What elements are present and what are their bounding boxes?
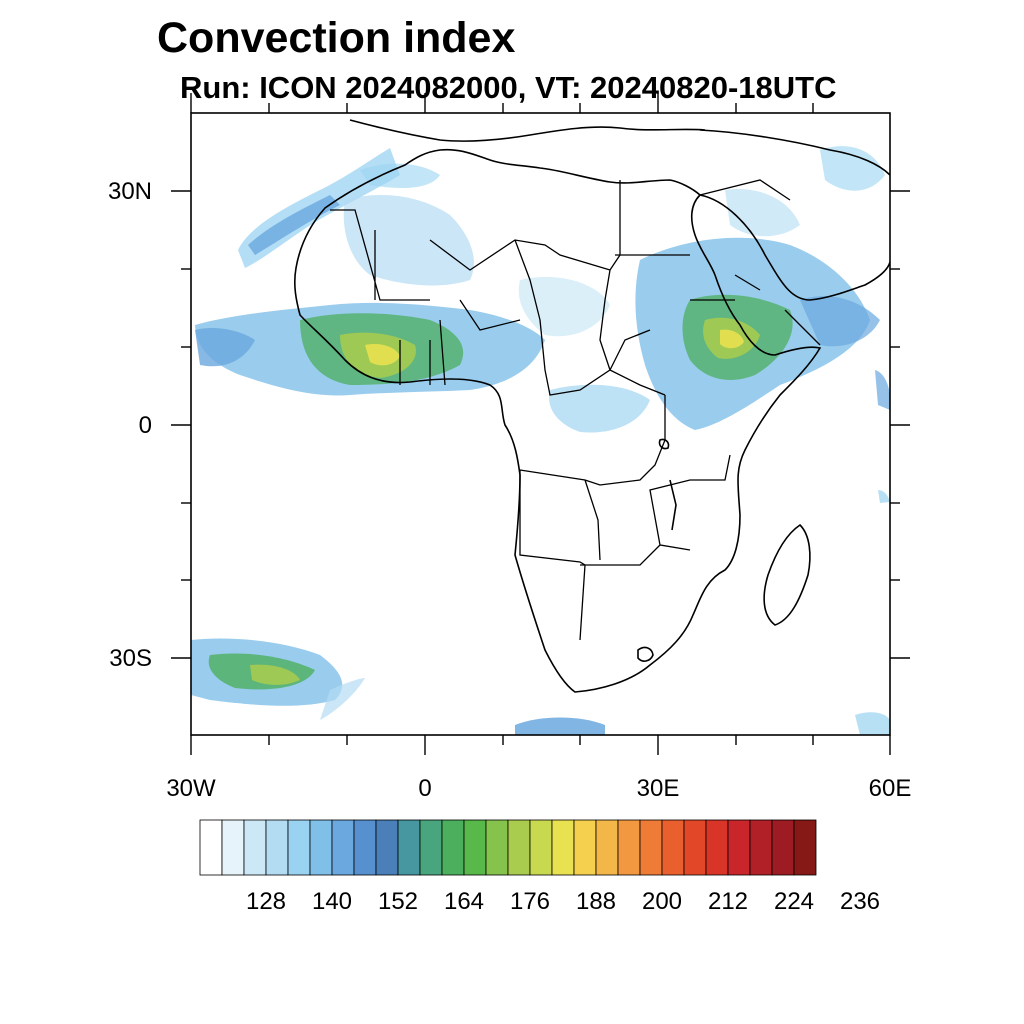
colorbar-label: 176 <box>509 888 551 915</box>
lon-label-60e: 60E <box>868 775 912 802</box>
colorbar-box <box>485 819 509 876</box>
colorbar-box <box>265 819 289 876</box>
colorbar-box <box>617 819 641 876</box>
europe-coastline <box>349 119 706 142</box>
colorbar-box <box>221 819 245 876</box>
colorbar-label: 236 <box>839 888 881 915</box>
map-title: Convection index <box>157 14 516 62</box>
colorbar-box <box>331 819 355 876</box>
colorbar-box <box>705 819 729 876</box>
lon-label-30e: 30E <box>636 775 680 802</box>
map-frame <box>190 112 891 736</box>
colorbar-box <box>375 819 399 876</box>
colorbar-box <box>529 819 553 876</box>
colorbar <box>199 819 817 876</box>
colorbar-box <box>727 819 751 876</box>
colorbar-box <box>749 819 773 876</box>
arabia-coastline <box>699 129 890 301</box>
colorbar-label: 164 <box>443 888 485 915</box>
colorbar-label: 212 <box>707 888 749 915</box>
colorbar-box <box>463 819 487 876</box>
colorbar-label: 152 <box>377 888 419 915</box>
colorbar-box <box>771 819 795 876</box>
madagascar-coastline <box>763 523 811 626</box>
colorbar-box <box>353 819 377 876</box>
colorbar-box <box>683 819 707 876</box>
colorbar-box <box>507 819 531 876</box>
convection-region-central-africa <box>518 276 610 337</box>
colorbar-box <box>287 819 311 876</box>
colorbar-label: 188 <box>575 888 617 915</box>
colorbar-label: 128 <box>245 888 287 915</box>
colorbar-box <box>639 819 663 876</box>
colorbar-box <box>419 819 443 876</box>
colorbar-box <box>793 819 817 876</box>
colorbar-box <box>199 819 223 876</box>
colorbar-box <box>309 819 333 876</box>
colorbar-box <box>661 819 685 876</box>
lat-label-0: 0 <box>138 412 152 439</box>
colorbar-box <box>397 819 421 876</box>
colorbar-box <box>573 819 597 876</box>
lon-label-0: 0 <box>418 775 432 802</box>
colorbar-box <box>243 819 267 876</box>
axis-ticks <box>171 93 910 755</box>
lon-label-30w: 30W <box>166 775 216 802</box>
colorbar-box <box>551 819 575 876</box>
colorbar-label: 200 <box>641 888 683 915</box>
colorbar-label: 224 <box>773 888 815 915</box>
coastlines <box>293 119 890 693</box>
lat-label-30s: 30S <box>109 645 152 672</box>
lat-label-30n: 30N <box>107 178 152 205</box>
colorbar-box <box>595 819 619 876</box>
map-subtitle: Run: ICON 2024082000, VT: 20240820-18UTC <box>180 70 837 105</box>
colorbar-label: 140 <box>311 888 353 915</box>
country-borders <box>330 179 821 641</box>
convection-field <box>191 146 890 735</box>
africa-coastline <box>293 148 822 693</box>
colorbar-box <box>441 819 465 876</box>
convection-region-sahara <box>343 195 474 286</box>
